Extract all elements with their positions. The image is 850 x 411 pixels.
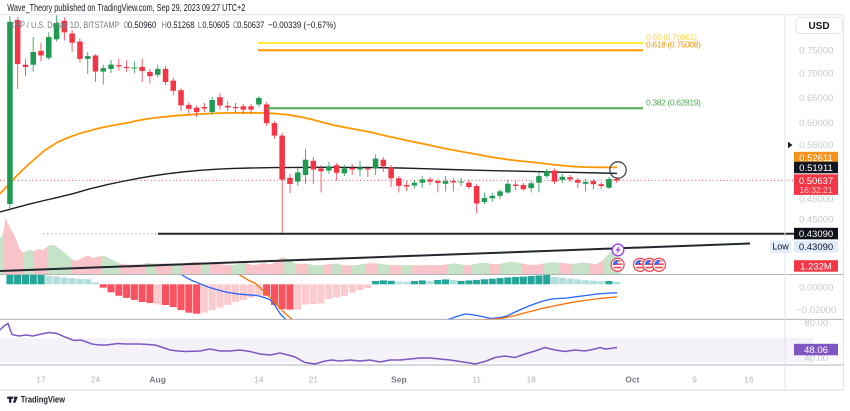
svg-text:L: L — [198, 20, 203, 31]
svg-text:24: 24 — [91, 375, 101, 385]
svg-text:18: 18 — [526, 375, 536, 385]
svg-text:USD: USD — [808, 21, 829, 32]
svg-text:21: 21 — [309, 375, 319, 385]
svg-text:0.75000: 0.75000 — [799, 46, 833, 57]
svg-text:0.618 (0.75008): 0.618 (0.75008) — [646, 39, 701, 49]
svg-text:0.00000: 0.00000 — [799, 283, 833, 294]
svg-text:TradingView: TradingView — [21, 395, 66, 405]
svg-text:0.65 (0.76661): 0.65 (0.76661) — [646, 32, 697, 42]
svg-text:0.50960: 0.50960 — [128, 20, 157, 31]
svg-text:0.51911: 0.51911 — [799, 163, 833, 174]
svg-text:0.60000: 0.60000 — [799, 118, 833, 129]
svg-text:0.50637: 0.50637 — [799, 176, 833, 187]
svg-text:16:32:21: 16:32:21 — [799, 185, 832, 195]
svg-text:0.43090: 0.43090 — [799, 229, 833, 240]
svg-text:80.00: 80.00 — [804, 318, 828, 329]
svg-text:0.50605: 0.50605 — [202, 20, 229, 31]
svg-text:1.232M: 1.232M — [800, 261, 832, 272]
svg-text:16: 16 — [744, 375, 754, 385]
svg-text:Oct: Oct — [625, 375, 639, 385]
svg-text:−0.02000: −0.02000 — [796, 305, 836, 316]
svg-text:0.48000: 0.48000 — [799, 194, 833, 205]
svg-text:Low: Low — [772, 242, 789, 252]
svg-text:0.52611: 0.52611 — [799, 153, 833, 164]
svg-text:40.00: 40.00 — [804, 353, 828, 364]
svg-text:0.382 (0.62819): 0.382 (0.62819) — [646, 97, 701, 107]
svg-text:Wave_Theory published on Tradi: Wave_Theory published on TradingView.com… — [7, 3, 245, 14]
svg-text:0.70000: 0.70000 — [799, 68, 833, 79]
svg-text:0.45000: 0.45000 — [799, 214, 833, 225]
svg-text:0.56000: 0.56000 — [799, 140, 833, 151]
svg-text:XRP / U.S. Dollar, 1D, BITSTAM: XRP / U.S. Dollar, 1D, BITSTAMP — [10, 20, 119, 31]
svg-text:H: H — [162, 20, 167, 31]
svg-text:0.43090: 0.43090 — [799, 242, 833, 253]
svg-text:0.51268: 0.51268 — [167, 20, 195, 31]
svg-text:C: C — [233, 20, 238, 31]
svg-text:O: O — [124, 20, 129, 31]
svg-text:0.65000: 0.65000 — [799, 93, 833, 104]
svg-text:0.50637: 0.50637 — [237, 20, 264, 31]
svg-text:11: 11 — [472, 375, 481, 385]
svg-text:48.06: 48.06 — [804, 345, 828, 356]
svg-text:9: 9 — [692, 375, 697, 385]
svg-text:−0.00339 (−0.67%): −0.00339 (−0.67%) — [268, 20, 336, 31]
svg-text:Aug: Aug — [149, 375, 166, 385]
svg-text:14: 14 — [254, 375, 264, 385]
svg-text:Sep: Sep — [391, 375, 407, 385]
svg-text:17: 17 — [36, 375, 46, 385]
